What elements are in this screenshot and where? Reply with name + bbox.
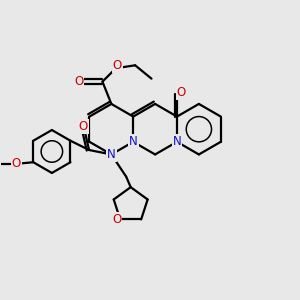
Text: N: N bbox=[107, 148, 116, 161]
Text: O: O bbox=[177, 86, 186, 99]
Text: O: O bbox=[12, 157, 21, 170]
Text: O: O bbox=[79, 120, 88, 133]
Text: O: O bbox=[113, 59, 122, 72]
Text: O: O bbox=[74, 75, 83, 88]
Text: N: N bbox=[129, 135, 138, 148]
Text: O: O bbox=[112, 213, 121, 226]
Text: N: N bbox=[172, 135, 182, 148]
